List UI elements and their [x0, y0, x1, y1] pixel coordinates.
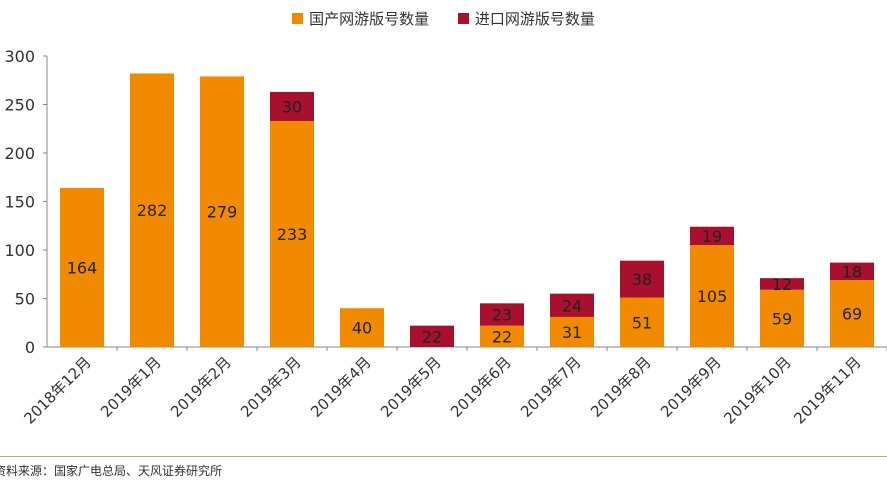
- bar-domestic: [690, 245, 734, 347]
- legend-label-domestic: 国产网游版号数量: [309, 10, 430, 28]
- legend-item-imported: 进口网游版号数量: [457, 8, 595, 29]
- data-label-domestic: 31: [562, 323, 582, 342]
- data-label-domestic: 40: [352, 319, 372, 338]
- data-label-domestic: 164: [67, 258, 98, 277]
- bar-imported: [410, 325, 454, 347]
- data-label-imported: 30: [282, 97, 302, 116]
- bar-imported: [830, 262, 874, 281]
- y-tick-label: 100: [4, 241, 35, 260]
- bar-imported: [760, 278, 804, 290]
- data-label-imported: 24: [562, 296, 582, 315]
- bar-imported: [270, 91, 314, 121]
- bar-domestic: [340, 308, 384, 347]
- bar-domestic: [130, 73, 174, 348]
- y-tick-label: 0: [25, 338, 35, 357]
- x-tick-label: 2019年3月: [237, 353, 305, 421]
- data-label-domestic: 69: [842, 305, 862, 324]
- legend-label-imported: 进口网游版号数量: [474, 10, 595, 28]
- bar-domestic: [550, 316, 594, 347]
- legend-item-domestic: 国产网游版号数量: [292, 8, 429, 29]
- bar-domestic: [620, 297, 664, 347]
- y-tick-label: 50: [15, 290, 35, 309]
- x-tick-label: 2019年4月: [307, 353, 375, 421]
- source-note: 资料来源：国家广电总局、天风证券研究所: [0, 464, 223, 478]
- bar-imported: [620, 260, 664, 298]
- y-tick-label: 250: [4, 96, 35, 115]
- bar-domestic: [760, 289, 804, 347]
- data-label-domestic: 105: [697, 287, 728, 306]
- bar-domestic: [60, 187, 104, 347]
- x-tick-label: 2019年6月: [447, 353, 515, 421]
- x-tick-label: 2019年11月: [790, 353, 864, 427]
- data-label-domestic: 22: [492, 327, 512, 346]
- x-tick-label: 2019年9月: [657, 353, 725, 421]
- data-label-imported: 19: [702, 227, 722, 246]
- bar-imported: [690, 226, 734, 246]
- bar-imported: [550, 293, 594, 317]
- x-tick-label: 2019年5月: [377, 353, 445, 421]
- data-label-imported: 38: [632, 270, 652, 289]
- y-tick-label: 150: [4, 193, 35, 212]
- x-tick-label: 2019年7月: [517, 353, 585, 421]
- x-tick-label: 2019年2月: [167, 353, 235, 421]
- x-tick-label: 2019年8月: [587, 353, 655, 421]
- y-tick-label: 300: [4, 47, 35, 66]
- data-label-domestic: 279: [207, 203, 238, 222]
- bar-domestic: [830, 280, 874, 347]
- bar-domestic: [480, 325, 524, 347]
- data-label-imported: 18: [842, 262, 862, 281]
- bar-domestic: [270, 120, 314, 348]
- data-label-domestic: 51: [632, 313, 652, 332]
- data-label-domestic: 282: [137, 201, 168, 220]
- x-tick-label: 2019年1月: [97, 353, 165, 421]
- bar-imported: [480, 303, 524, 326]
- bar-domestic: [200, 76, 244, 348]
- footer-rule: [0, 456, 887, 457]
- data-label-imported: 23: [492, 306, 512, 325]
- data-label-imported: 12: [772, 275, 792, 294]
- data-label-domestic: 233: [277, 225, 308, 244]
- x-tick-label: 2019年10月: [720, 353, 794, 427]
- x-tick-label: 2018年12月: [20, 353, 94, 427]
- legend-swatch-domestic: [292, 13, 304, 24]
- legend: 国产网游版号数量 进口网游版号数量: [0, 8, 887, 29]
- y-tick-label: 200: [4, 144, 35, 163]
- data-label-domestic: 59: [772, 309, 792, 328]
- legend-swatch-imported: [457, 13, 469, 24]
- data-label-imported: 22: [422, 327, 442, 346]
